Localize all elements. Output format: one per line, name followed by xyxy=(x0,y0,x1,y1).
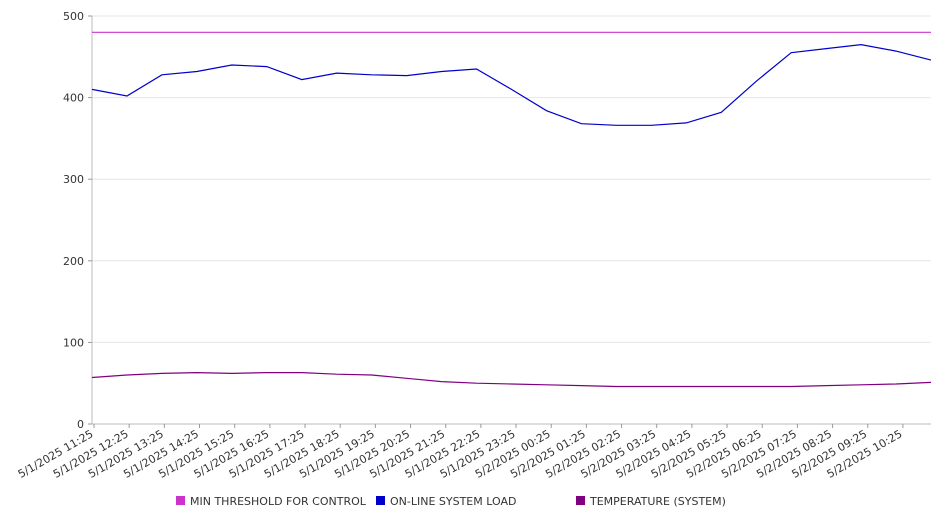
legend-label: ON-LINE SYSTEM LOAD xyxy=(390,495,516,508)
y-tick-label: 0 xyxy=(77,418,84,431)
y-tick-label: 100 xyxy=(63,336,84,349)
x-axis-ticks: 5/1/2025 11:255/1/2025 12:255/1/2025 13:… xyxy=(16,424,904,481)
y-tick-label: 500 xyxy=(63,10,84,23)
axes xyxy=(91,16,931,425)
legend: MIN THRESHOLD FOR CONTROL ON-LINE SYSTEM … xyxy=(176,495,726,508)
y-tick-label: 400 xyxy=(63,92,84,105)
y-tick-label: 300 xyxy=(63,173,84,186)
legend-swatch xyxy=(176,496,185,505)
grid-lines xyxy=(92,15,931,343)
y-axis-ticks: 0 100 200 300 400 500 xyxy=(63,10,92,431)
legend-swatch xyxy=(576,496,585,505)
series-line-1 xyxy=(91,43,932,126)
series-lines xyxy=(91,31,932,388)
series-line-2 xyxy=(91,371,932,388)
legend-label: TEMPERATURE (SYSTEM) xyxy=(589,495,726,508)
y-tick-label: 200 xyxy=(63,255,84,268)
legend-swatch xyxy=(376,496,385,505)
legend-label: MIN THRESHOLD FOR CONTROL xyxy=(190,495,367,508)
